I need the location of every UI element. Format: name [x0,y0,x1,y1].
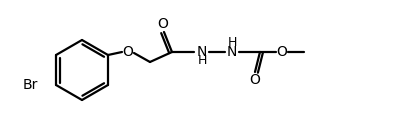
Text: N: N [197,45,207,59]
Text: H: H [227,36,237,50]
Text: H: H [197,55,207,67]
Text: O: O [158,17,168,31]
Text: Br: Br [23,78,38,92]
Text: O: O [250,73,260,87]
Text: N: N [227,45,237,59]
Text: O: O [277,45,287,59]
Text: O: O [123,45,133,59]
